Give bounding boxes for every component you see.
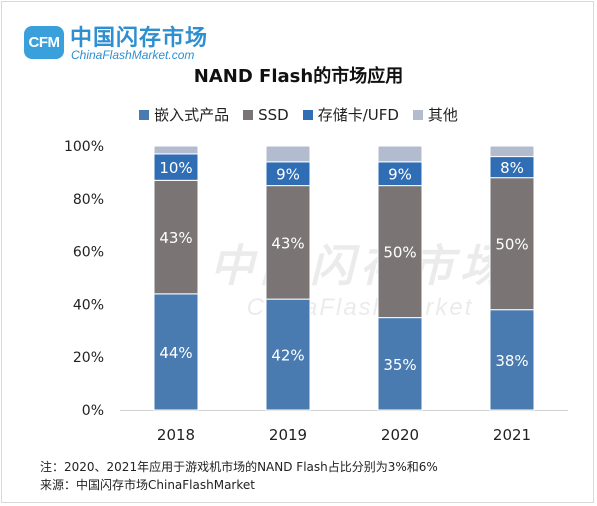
- data-label: 9%: [388, 166, 412, 184]
- data-label: 50%: [383, 244, 416, 262]
- legend-label: 其他: [427, 106, 458, 124]
- data-label: 35%: [383, 356, 416, 374]
- y-tick-label: 0%: [82, 403, 104, 419]
- bar-segment: [153, 153, 199, 181]
- data-label: 9%: [276, 166, 300, 184]
- legend-item: SSD: [243, 106, 289, 124]
- y-tick-label: 100%: [64, 139, 104, 155]
- y-tick-label: 60%: [73, 245, 104, 261]
- chart-legend: 嵌入式产品 SSD 存储卡/UFD 其他: [0, 104, 597, 125]
- data-label: 8%: [500, 159, 524, 177]
- bar-segment: [489, 177, 535, 311]
- bar-segment: [377, 317, 423, 411]
- x-tick-label: 2020: [381, 426, 419, 444]
- legend-label: SSD: [258, 105, 289, 124]
- chart-title: NAND Flash的市场应用: [193, 66, 404, 87]
- legend-item: 其他: [412, 104, 458, 125]
- x-tick-label: 2018: [157, 426, 195, 444]
- legend-swatch: [412, 109, 423, 120]
- data-label: 10%: [159, 159, 192, 177]
- logo: CFM 中国闪存市场 ChinaFlashMarket.com: [24, 18, 264, 68]
- data-label: 43%: [271, 234, 304, 252]
- source-note: 来源：中国闪存市场ChinaFlashMarket: [40, 478, 255, 492]
- y-tick-label: 20%: [73, 350, 104, 366]
- bar-segment: [265, 185, 311, 300]
- legend-item: 嵌入式产品: [139, 104, 229, 125]
- logo-name-cn: 中国闪存市场: [70, 26, 209, 51]
- data-label: 42%: [271, 347, 304, 365]
- legend-swatch: [139, 109, 150, 120]
- logo-name-en: ChinaFlashMarket.com: [71, 48, 195, 62]
- legend-label: 嵌入式产品: [154, 106, 230, 124]
- bar-segment: [153, 145, 199, 155]
- bar-segment: [377, 145, 423, 163]
- legend-item: 存储卡/UFD: [302, 104, 399, 125]
- legend-label: 存储卡/UFD: [317, 106, 399, 124]
- bar-segment: [153, 293, 199, 411]
- x-tick-label: 2021: [493, 426, 531, 444]
- bar-segment: [265, 145, 311, 163]
- data-label: 38%: [495, 352, 528, 370]
- y-tick-label: 40%: [73, 297, 104, 313]
- bar-segment: [265, 298, 311, 411]
- bar-segment: [489, 145, 535, 158]
- footnote: 注：2020、2021年应用于游戏机市场的NAND Flash占比分别为3%和6…: [40, 460, 438, 474]
- x-tick-label: 2019: [269, 426, 307, 444]
- y-tick-label: 80%: [73, 192, 104, 208]
- legend-swatch: [243, 109, 254, 120]
- bar-segment: [153, 179, 199, 295]
- data-label: 50%: [495, 236, 528, 254]
- data-label: 44%: [159, 344, 192, 362]
- logo-badge: CFM: [24, 26, 64, 59]
- data-label: 43%: [159, 229, 192, 247]
- bar-segment: [489, 309, 535, 411]
- legend-swatch: [302, 109, 313, 120]
- bar-segment: [377, 185, 423, 319]
